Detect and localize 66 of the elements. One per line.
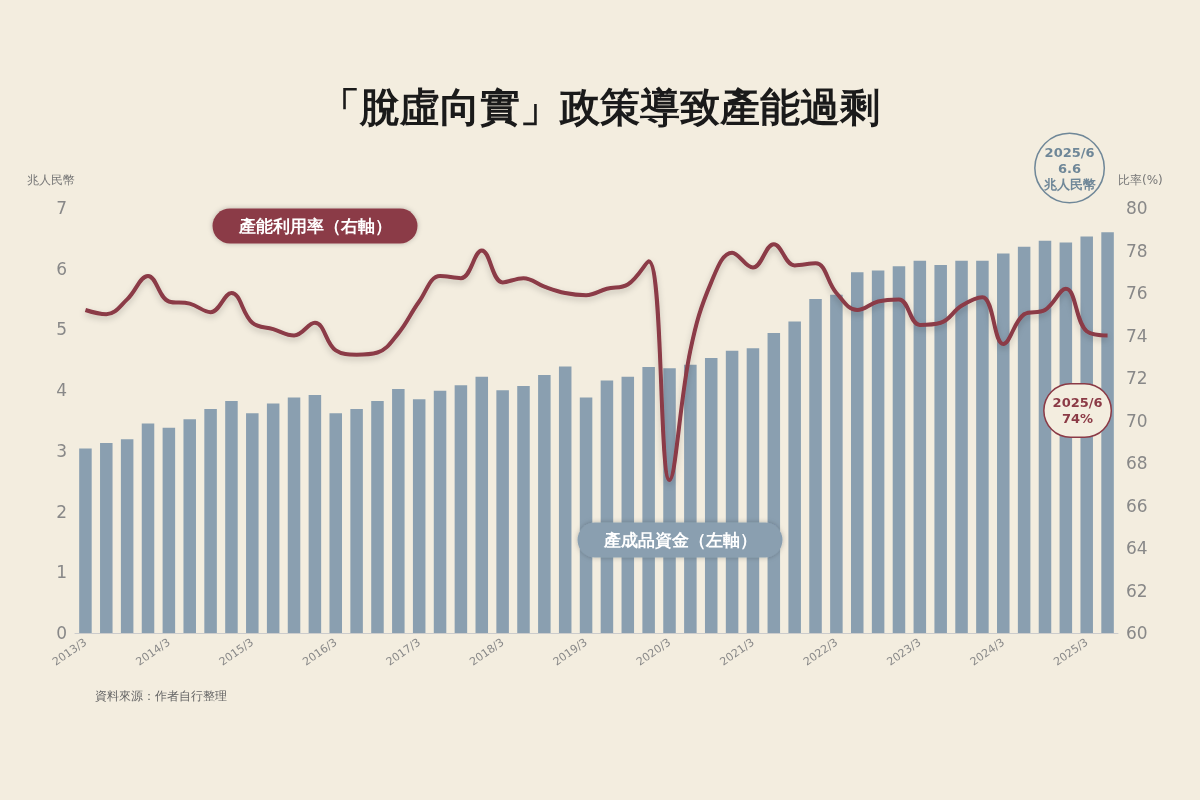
bar bbox=[538, 374, 551, 633]
bar bbox=[204, 408, 217, 633]
bar bbox=[1101, 232, 1114, 633]
y-tick-label: 7 bbox=[56, 198, 67, 218]
bar bbox=[371, 401, 384, 633]
y-axis-title: 兆人民幣 bbox=[27, 173, 75, 187]
y2-tick-label: 70 bbox=[1126, 410, 1148, 431]
bar bbox=[871, 270, 885, 633]
bar bbox=[997, 253, 1010, 633]
y-tick-label: 0 bbox=[56, 623, 67, 643]
bar bbox=[392, 388, 405, 633]
bar bbox=[913, 260, 927, 633]
y2-tick-label: 66 bbox=[1126, 495, 1148, 516]
bar bbox=[246, 413, 259, 633]
y2-tick-label: 60 bbox=[1126, 623, 1148, 643]
bar bbox=[1038, 240, 1052, 633]
bar bbox=[162, 427, 176, 633]
y-tick-label: 1 bbox=[56, 562, 67, 583]
bar bbox=[350, 408, 363, 633]
bar bbox=[955, 260, 968, 633]
bar bbox=[225, 401, 238, 633]
annotation: 2025/6 74% bbox=[1052, 395, 1103, 426]
bar bbox=[892, 266, 906, 633]
bar bbox=[287, 397, 301, 633]
bar bbox=[79, 448, 92, 633]
y2-tick-label: 80 bbox=[1126, 198, 1148, 218]
bar bbox=[496, 390, 509, 633]
bar bbox=[183, 419, 196, 633]
bar bbox=[308, 395, 322, 633]
bar bbox=[141, 423, 155, 633]
series-label: 產成品資金（左軸） bbox=[602, 530, 757, 550]
y-tick-label: 2 bbox=[56, 501, 67, 522]
y2-tick-label: 72 bbox=[1126, 368, 1148, 388]
bar bbox=[809, 299, 822, 633]
bar bbox=[788, 321, 801, 633]
y2-tick-label: 68 bbox=[1126, 453, 1148, 473]
y2-tick-label: 78 bbox=[1126, 240, 1148, 261]
bar bbox=[558, 366, 572, 633]
bar bbox=[433, 390, 447, 633]
bar bbox=[412, 399, 426, 633]
bar bbox=[850, 272, 864, 633]
y2-axis-title: 比率(%) bbox=[1118, 173, 1163, 187]
bar bbox=[830, 294, 843, 633]
y-tick-label: 5 bbox=[56, 319, 67, 340]
bar bbox=[266, 403, 280, 633]
y-tick-label: 4 bbox=[56, 380, 67, 401]
y2-tick-label: 64 bbox=[1126, 538, 1148, 558]
bar bbox=[934, 265, 947, 633]
y-tick-label: 6 bbox=[56, 258, 67, 279]
text: 2025/6 6.6 兆人民幣 bbox=[1042, 144, 1096, 192]
chart-title: 「脫虛向實」政策導致產能過剩 bbox=[320, 84, 880, 130]
bar bbox=[517, 385, 530, 633]
bar bbox=[100, 442, 113, 633]
bar bbox=[475, 376, 489, 633]
text: 產能利用率（右軸） bbox=[237, 216, 392, 236]
y2-tick-label: 62 bbox=[1126, 580, 1148, 601]
y-tick-label: 3 bbox=[56, 440, 67, 461]
bar bbox=[120, 439, 134, 633]
source-note: 資料來源：作者自行整理 bbox=[95, 689, 227, 703]
bar bbox=[1017, 246, 1031, 633]
bar bbox=[976, 260, 989, 633]
bar bbox=[454, 385, 468, 633]
bar bbox=[329, 413, 343, 633]
line-series bbox=[83, 242, 1110, 482]
y2-tick-label: 76 bbox=[1126, 283, 1148, 303]
y2-tick-label: 74 bbox=[1126, 325, 1148, 346]
